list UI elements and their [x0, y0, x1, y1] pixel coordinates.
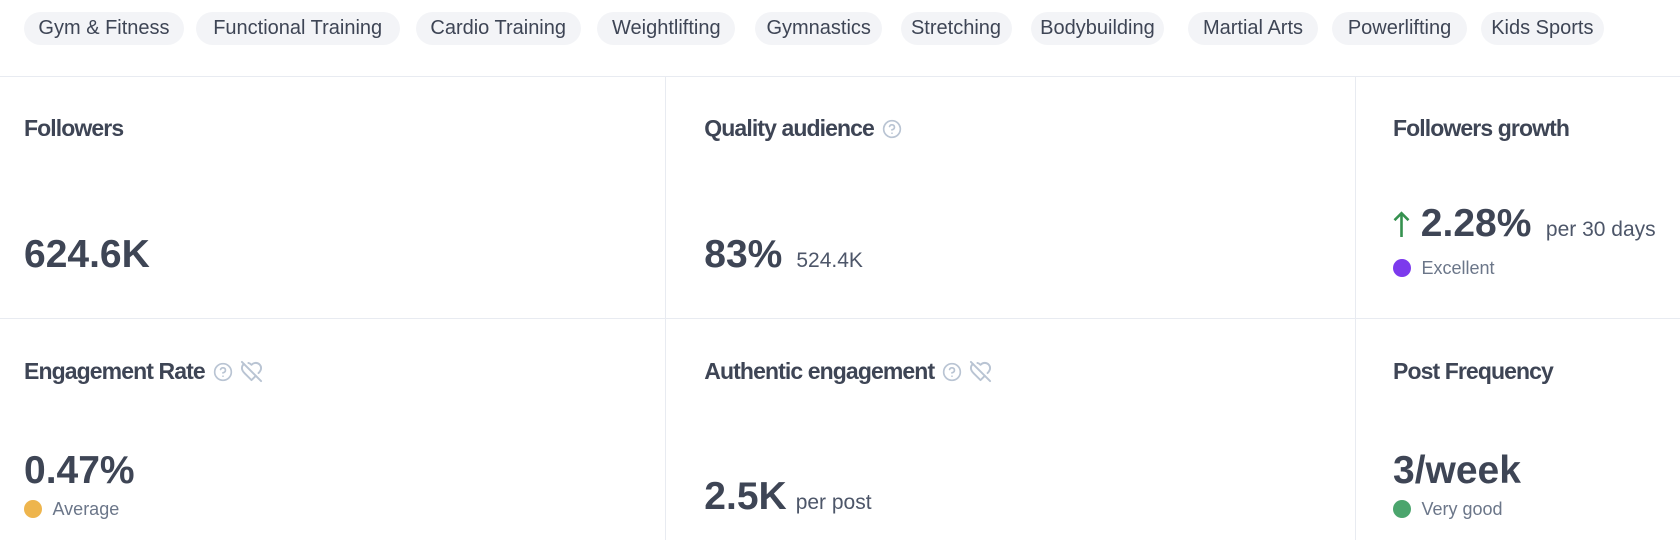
card-title-row: Post Frequency: [1393, 358, 1554, 386]
followers-growth-status: Excellent: [1393, 257, 1495, 279]
value-main: 2.28%: [1420, 201, 1532, 245]
status-dot: [1393, 259, 1411, 278]
tag-gym-fitness[interactable]: Gym & Fitness: [24, 12, 184, 45]
post-frequency-status: Very good: [1393, 498, 1503, 520]
heart-off-icon[interactable]: [240, 360, 263, 383]
tag-label: Bodybuilding: [1040, 17, 1155, 39]
card-title: Authentic engagement: [704, 358, 935, 384]
followers-value: 624.6K: [24, 232, 150, 276]
value-main: 83%: [704, 232, 783, 276]
card-engagement-rate: Engagement Rate 0.47% Average: [0, 318, 666, 540]
card-title: Engagement Rate: [24, 358, 206, 384]
card-quality-audience: Quality audience 83% 524.4K: [666, 77, 1356, 319]
help-circle-icon[interactable]: [213, 362, 233, 382]
authentic-engagement-value: 2.5K per post: [704, 474, 871, 526]
tag-cardio-training[interactable]: Cardio Training: [415, 12, 581, 45]
arrow-up-icon: [1393, 211, 1410, 238]
engagement-rate-status: Average: [24, 498, 119, 520]
tag-label: Weightlifting: [612, 17, 721, 39]
card-authentic-engagement: Authentic engagement 2.5K per post: [666, 318, 1356, 540]
tag-martial-arts[interactable]: Martial Arts: [1188, 12, 1318, 45]
tag-label: Gym & Fitness: [38, 17, 170, 39]
card-title-row: Followers growth: [1393, 115, 1570, 143]
value-secondary: 524.4K: [796, 248, 863, 272]
tag-label: Cardio Training: [430, 17, 566, 39]
tag-label: Kids Sports: [1491, 17, 1594, 39]
tag-bodybuilding[interactable]: Bodybuilding: [1031, 12, 1164, 45]
card-title: Post Frequency: [1393, 358, 1554, 384]
card-title-row: Engagement Rate: [24, 358, 263, 386]
tag-functional-training[interactable]: Functional Training: [195, 12, 400, 45]
status-dot: [1393, 500, 1411, 519]
value-main: 2.5K: [704, 474, 787, 518]
tag-stretching[interactable]: Stretching: [900, 12, 1012, 45]
card-followers-growth: Followers growth 2.28% per 30 days Excell…: [1356, 77, 1680, 319]
help-circle-icon[interactable]: [882, 119, 902, 139]
card-title: Followers: [24, 115, 124, 142]
card-title-row: Authentic engagement: [704, 358, 992, 386]
card-title: Quality audience: [704, 115, 875, 142]
card-followers: Followers 624.6K: [0, 77, 666, 319]
status-label: Average: [52, 498, 120, 519]
card-post-frequency: Post Frequency 3/week Very good: [1356, 319, 1680, 540]
tag-weightlifting[interactable]: Weightlifting: [597, 12, 736, 45]
heart-off-icon[interactable]: [969, 360, 992, 383]
engagement-rate-value: 0.47%: [24, 449, 135, 493]
tag-label: Stretching: [910, 17, 1002, 39]
followers-growth-value: 2.28% per 30 days: [1421, 201, 1656, 253]
tag-powerlifting[interactable]: Powerlifting: [1331, 12, 1468, 45]
tag-label: Martial Arts: [1202, 17, 1304, 39]
post-frequency-value: 3/week: [1393, 449, 1521, 492]
tag-label: Gymnastics: [766, 17, 871, 39]
category-tags: Gym & Fitness Functional Training Cardio…: [0, 12, 1680, 45]
metrics-grid: Followers 624.6K Quality audience 83% 524…: [0, 76, 1680, 540]
tag-kids-sports[interactable]: Kids Sports: [1480, 12, 1605, 45]
value-secondary: per 30 days: [1545, 217, 1656, 241]
tag-label: Powerlifting: [1347, 17, 1452, 39]
value-secondary: per post: [795, 490, 872, 514]
status-dot: [24, 500, 42, 519]
tag-gymnastics[interactable]: Gymnastics: [755, 12, 883, 45]
card-title: Followers growth: [1393, 115, 1570, 142]
card-title-row: Quality audience: [704, 115, 902, 143]
status-label: Very good: [1421, 498, 1503, 519]
quality-audience-value: 83% 524.4K: [704, 232, 863, 284]
status-label: Excellent: [1421, 257, 1495, 278]
tag-label: Functional Training: [213, 17, 383, 39]
card-title-row: Followers: [24, 115, 124, 143]
help-circle-icon[interactable]: [942, 362, 962, 382]
